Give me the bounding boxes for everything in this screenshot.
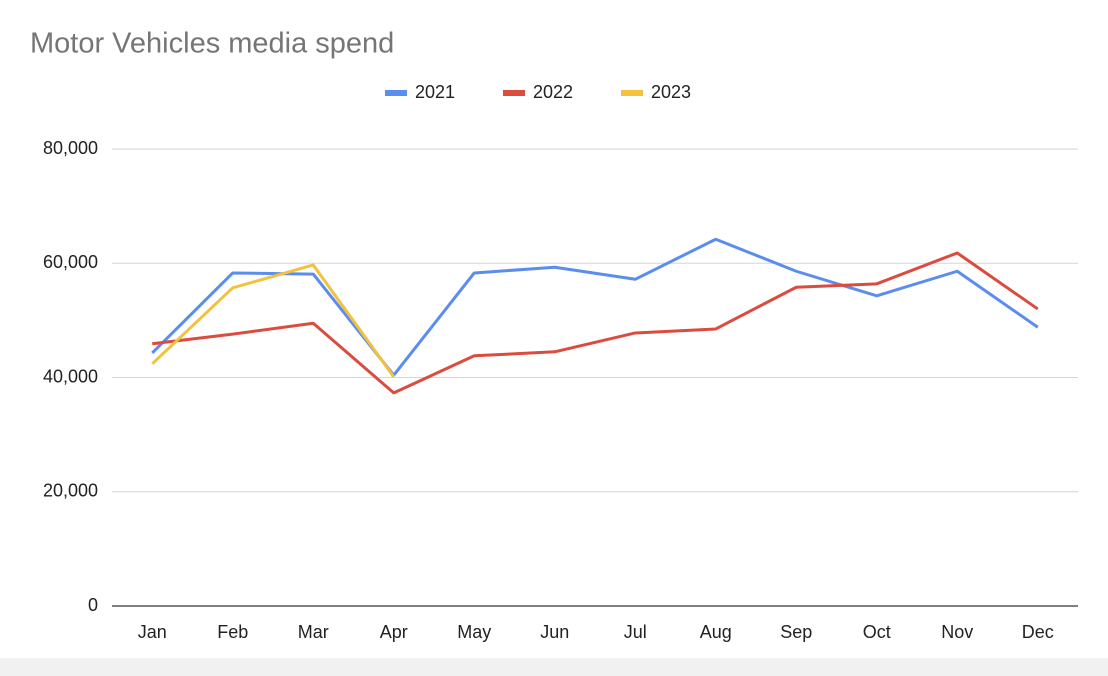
x-tick-label: Oct: [863, 622, 891, 642]
x-tick-label: Jun: [540, 622, 569, 642]
legend-label: 2022: [533, 82, 573, 102]
y-tick-label: 0: [88, 595, 98, 615]
y-tick-label: 20,000: [43, 481, 98, 501]
x-tick-label: Mar: [298, 622, 329, 642]
line-series: [151, 263, 395, 378]
x-tick-label: May: [457, 622, 491, 642]
y-tick-label: 40,000: [43, 366, 98, 386]
legend-label: 2021: [415, 82, 455, 102]
y-tick-label: 60,000: [43, 252, 98, 272]
line-series: [151, 237, 1039, 377]
y-tick-label: 80,000: [43, 138, 98, 158]
x-tick-label: Jan: [138, 622, 167, 642]
x-tick-label: Feb: [217, 622, 248, 642]
line-series: [152, 251, 1039, 395]
x-tick-label: Apr: [380, 622, 408, 642]
x-tick-label: Dec: [1022, 622, 1054, 642]
chart-title: Motor Vehicles media spend: [30, 28, 394, 60]
legend-label: 2023: [651, 82, 691, 102]
x-tick-label: Sep: [780, 622, 812, 642]
x-tick-label: Nov: [941, 622, 973, 642]
x-tick-label: Jul: [624, 622, 647, 642]
x-tick-label: Aug: [700, 622, 732, 642]
footer-strip: [0, 658, 1108, 676]
